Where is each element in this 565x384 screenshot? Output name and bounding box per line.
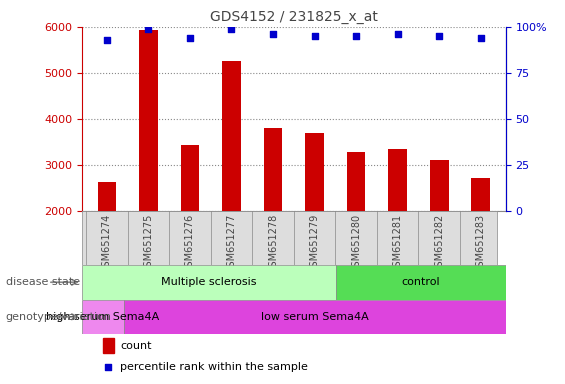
Point (103, 364, 112, 370)
Text: GSM651283: GSM651283 (476, 214, 486, 273)
Text: GSM651276: GSM651276 (185, 214, 195, 273)
Point (310, 33, 319, 39)
Bar (305, 133, 324, 303)
Text: count: count (120, 341, 151, 351)
Text: GSM651279: GSM651279 (310, 214, 320, 273)
Title: GDS4152 / 231825_x_at: GDS4152 / 231825_x_at (210, 10, 378, 25)
Text: low serum Sema4A: low serum Sema4A (261, 312, 369, 322)
Point (268, 31, 277, 37)
Bar (347, 152, 366, 303)
Point (102, 37, 111, 43)
Point (434, 33, 444, 39)
Text: Multiple sclerosis: Multiple sclerosis (161, 277, 257, 287)
Point (144, 26, 153, 32)
Text: GSM651277: GSM651277 (227, 214, 237, 273)
Text: GSM651282: GSM651282 (434, 214, 444, 273)
Text: control: control (402, 277, 440, 287)
Text: high serum Sema4A: high serum Sema4A (46, 312, 160, 322)
Point (393, 31, 402, 37)
Text: disease state: disease state (6, 277, 80, 287)
Point (476, 35, 485, 41)
Bar (222, 61, 241, 303)
Text: GSM651280: GSM651280 (351, 214, 361, 273)
Text: genotype/variation: genotype/variation (6, 312, 112, 322)
Bar (388, 149, 407, 303)
Text: percentile rank within the sample: percentile rank within the sample (120, 362, 308, 372)
Bar (98, 182, 116, 303)
Bar (103, 338, 114, 353)
Bar (181, 145, 199, 303)
Text: GSM651281: GSM651281 (393, 214, 403, 273)
Point (227, 26, 236, 32)
Bar (82, 300, 124, 334)
Bar (430, 160, 449, 303)
Text: GSM651275: GSM651275 (144, 214, 153, 273)
Text: GSM651278: GSM651278 (268, 214, 278, 273)
Point (351, 33, 360, 39)
Text: GSM651274: GSM651274 (102, 214, 112, 273)
Bar (336, 265, 506, 300)
Bar (471, 178, 490, 303)
Bar (264, 128, 282, 303)
Bar (82, 265, 336, 300)
Bar (139, 30, 158, 303)
Point (185, 35, 194, 41)
